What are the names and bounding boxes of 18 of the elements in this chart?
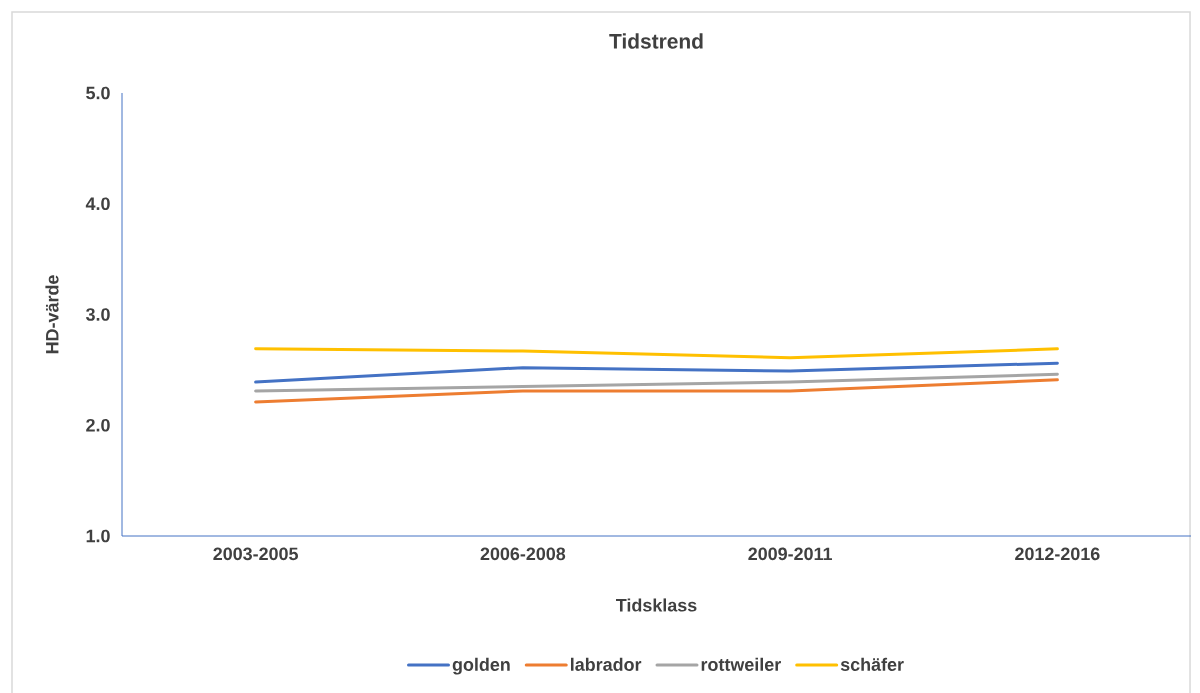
y-axis-title: HD-värde bbox=[45, 275, 59, 354]
x-tick-label: 2009-2011 bbox=[748, 547, 833, 561]
line-series bbox=[254, 361, 1059, 384]
y-tick-label: 5.0 bbox=[86, 86, 110, 100]
y-tick-label: 2.0 bbox=[86, 418, 110, 432]
x-tick-label: 2012-2016 bbox=[1015, 547, 1100, 561]
legend-label: schäfer bbox=[840, 657, 904, 671]
line-series bbox=[254, 372, 1059, 393]
x-axis-title: Tidsklass bbox=[616, 598, 697, 612]
y-tick-label: 3.0 bbox=[85, 308, 110, 321]
legend-label: golden bbox=[452, 657, 510, 675]
legend-label: rottweiler bbox=[701, 657, 781, 671]
y-tick-label: 4.0 bbox=[85, 197, 110, 211]
chart-title: Tidstrend bbox=[609, 33, 703, 49]
x-tick-label: 2006-2008 bbox=[480, 547, 566, 561]
y-tick-label: 1.0 bbox=[86, 529, 110, 543]
x-tick-label: 2003-2005 bbox=[213, 547, 298, 561]
legend-label: labrador bbox=[571, 657, 642, 671]
